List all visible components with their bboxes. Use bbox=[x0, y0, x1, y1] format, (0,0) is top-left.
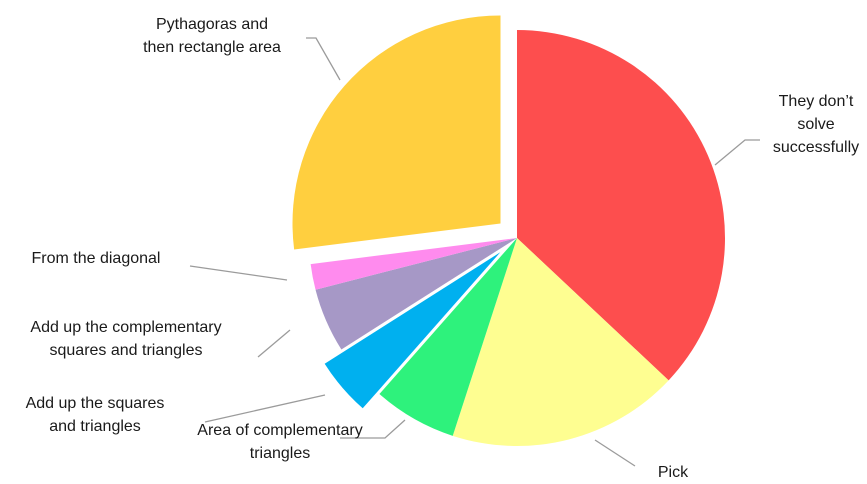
slice-label: From the diagonal bbox=[32, 250, 161, 267]
slice-label-line: squares and triangles bbox=[50, 342, 203, 359]
slice-label-line: From the diagonal bbox=[32, 250, 161, 267]
slice-label-line: Pythagoras and bbox=[156, 16, 268, 33]
slice-label: Pick bbox=[658, 464, 689, 479]
leader-line bbox=[257, 329, 291, 358]
slice-label-line: Pick bbox=[658, 464, 689, 479]
slice-label: They don’t solve successfully bbox=[773, 93, 859, 156]
slice-label-line: and triangles bbox=[49, 418, 141, 435]
slice-label-line: triangles bbox=[250, 445, 310, 462]
leader-line bbox=[204, 394, 326, 423]
pie-slice bbox=[517, 30, 726, 381]
pie-slice bbox=[315, 238, 517, 350]
slice-label-line: Add up the squares bbox=[26, 395, 165, 412]
slice-label: Add up the squares and triangles bbox=[26, 395, 165, 435]
slice-label-line: solve bbox=[797, 116, 834, 133]
leader-line bbox=[594, 439, 636, 467]
pie-slice bbox=[324, 252, 501, 409]
pie-slice bbox=[292, 15, 501, 250]
slice-label-line: Area of complementary bbox=[197, 422, 362, 439]
pie-slice bbox=[310, 238, 517, 290]
leader-line bbox=[340, 419, 406, 439]
slice-label-line: Add up the complementary bbox=[30, 319, 221, 336]
pie-slice bbox=[452, 238, 669, 447]
slice-label: Add up the complementary squares and tria… bbox=[30, 319, 221, 359]
leader-line bbox=[714, 139, 760, 166]
slice-label-line: successfully bbox=[773, 139, 859, 156]
leader-line bbox=[189, 265, 288, 281]
slice-label-line: They don’t bbox=[779, 93, 854, 110]
leader-lines bbox=[189, 37, 760, 467]
slice-labels: They don’t solve successfully Pick Area of c… bbox=[26, 16, 860, 481]
slice-label: Area of complementary triangles bbox=[197, 422, 362, 462]
pie-slice bbox=[379, 238, 517, 436]
slice-label: Pythagoras and then rectangle area bbox=[143, 16, 281, 56]
pie-slices bbox=[292, 15, 726, 447]
slice-label-line: then rectangle area bbox=[143, 39, 281, 56]
leader-line bbox=[306, 37, 341, 81]
